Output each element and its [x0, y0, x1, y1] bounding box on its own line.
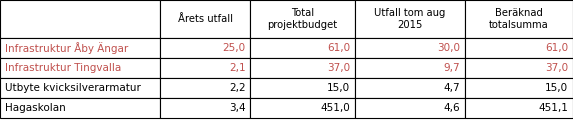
Text: 2,2: 2,2: [229, 83, 245, 93]
Bar: [465, 0, 573, 38]
Text: 4,7: 4,7: [444, 83, 461, 93]
Bar: [250, 38, 355, 58]
Text: Årets utfall: Årets utfall: [178, 14, 233, 24]
Bar: [160, 38, 250, 58]
Bar: [250, 98, 355, 118]
Text: Hagaskolan: Hagaskolan: [5, 103, 65, 113]
Text: Utbyte kvicksilverarmatur: Utbyte kvicksilverarmatur: [5, 83, 140, 93]
Bar: [0, 38, 160, 58]
Text: 15,0: 15,0: [327, 83, 351, 93]
Text: 61,0: 61,0: [327, 43, 351, 53]
Bar: [0, 98, 160, 118]
Bar: [160, 58, 250, 78]
Text: Beräknad
totalsumma: Beräknad totalsumma: [489, 8, 549, 30]
Bar: [465, 58, 573, 78]
Text: Total
projektbudget: Total projektbudget: [268, 8, 337, 30]
Text: 37,0: 37,0: [327, 63, 351, 73]
Text: 451,0: 451,0: [321, 103, 351, 113]
Text: 30,0: 30,0: [437, 43, 461, 53]
Text: 25,0: 25,0: [222, 43, 245, 53]
Bar: [0, 58, 160, 78]
Bar: [0, 78, 160, 98]
Text: 451,1: 451,1: [539, 103, 568, 113]
Bar: [355, 0, 465, 38]
Text: 15,0: 15,0: [545, 83, 568, 93]
Text: 2,1: 2,1: [229, 63, 245, 73]
Bar: [0, 0, 160, 38]
Text: 4,6: 4,6: [444, 103, 461, 113]
Bar: [250, 58, 355, 78]
Text: 9,7: 9,7: [444, 63, 461, 73]
Text: Infrastruktur Tingvalla: Infrastruktur Tingvalla: [5, 63, 121, 73]
Bar: [160, 0, 250, 38]
Bar: [250, 78, 355, 98]
Bar: [160, 98, 250, 118]
Bar: [250, 0, 355, 38]
Bar: [355, 98, 465, 118]
Bar: [355, 78, 465, 98]
Bar: [465, 78, 573, 98]
Bar: [465, 38, 573, 58]
Bar: [160, 78, 250, 98]
Text: 61,0: 61,0: [545, 43, 568, 53]
Text: 3,4: 3,4: [229, 103, 245, 113]
Text: Infrastruktur Åby Ängar: Infrastruktur Åby Ängar: [5, 42, 128, 54]
Text: 37,0: 37,0: [545, 63, 568, 73]
Text: Utfall tom aug
2015: Utfall tom aug 2015: [374, 8, 446, 30]
Bar: [355, 58, 465, 78]
Bar: [355, 38, 465, 58]
Bar: [465, 98, 573, 118]
